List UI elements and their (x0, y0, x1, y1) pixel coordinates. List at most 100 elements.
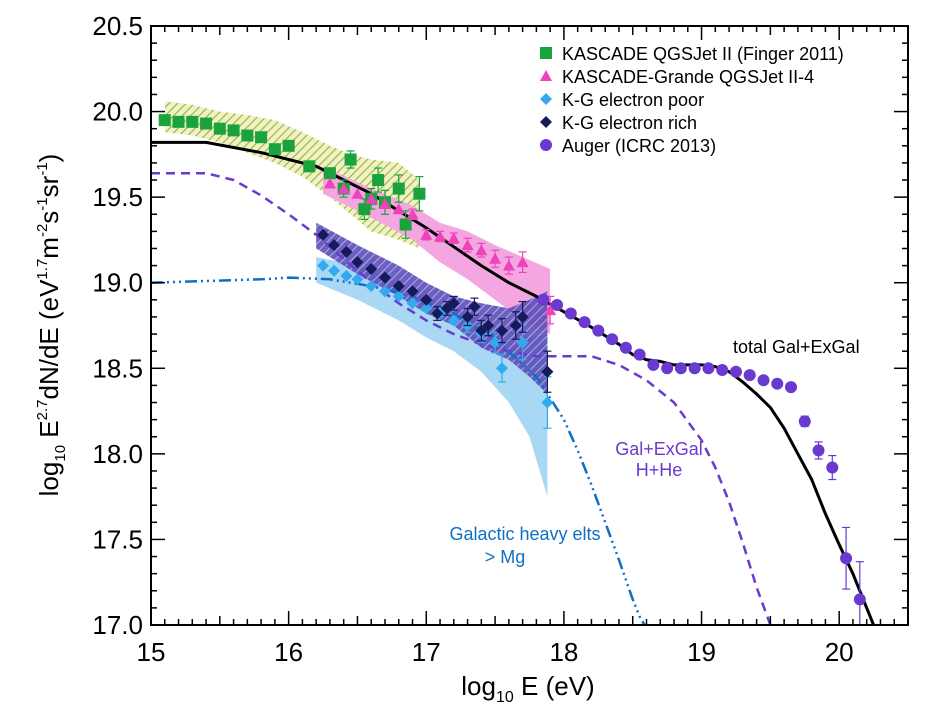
annotation-heavy-line1: Galactic heavy elts (449, 524, 600, 544)
data-point (495, 324, 508, 337)
annotation-heavy-line2: > Mg (485, 547, 526, 567)
y-label-close: ) (34, 154, 64, 163)
x-tick-label: 15 (137, 637, 166, 667)
data-point (468, 300, 481, 313)
data-point (406, 297, 419, 310)
data-point (674, 362, 687, 375)
legend-label: K-G electron rich (562, 113, 697, 133)
data-point (328, 239, 341, 252)
data-point (351, 256, 364, 269)
data-point (757, 374, 770, 387)
y-label-sr: sr (34, 175, 64, 197)
data-point (578, 316, 591, 329)
data-point (268, 143, 281, 156)
data-point (255, 131, 268, 144)
data-point (200, 117, 213, 130)
data-point (420, 302, 433, 315)
data-point (495, 362, 508, 375)
data-point (688, 362, 701, 375)
data-point (702, 362, 715, 375)
data-point (475, 244, 488, 256)
data-point (420, 228, 433, 240)
y-tick-label: 18.0 (92, 439, 143, 469)
legend-label: K-G electron poor (562, 90, 704, 110)
legend-label: Auger (ICRC 2013) (562, 136, 716, 156)
curve-2 (151, 276, 646, 625)
y-label-sup-s: -1 (34, 197, 51, 210)
legend-marker (540, 47, 552, 59)
data-point (812, 444, 825, 457)
data-point (392, 280, 405, 293)
y-label-sub: 10 (52, 445, 69, 462)
data-point (447, 297, 460, 310)
data-point (378, 271, 391, 284)
data-point (337, 182, 350, 194)
data-point (447, 232, 460, 244)
legend-marker (540, 70, 552, 81)
band-0 (164, 101, 420, 249)
data-point (475, 324, 488, 337)
x-label-sub: 10 (496, 689, 514, 706)
x-axis-label: log10 E (eV) (461, 671, 594, 706)
data-point (606, 333, 619, 346)
y-label-sup27: 2.7 (34, 400, 51, 421)
data-point (344, 153, 357, 166)
data-point (516, 256, 529, 268)
y-axis-label: log10 E2.7dN/dE (eV1.7m-2s-1sr-1) (34, 154, 69, 497)
data-point (537, 293, 550, 306)
data-point (447, 314, 460, 327)
data-point (743, 369, 756, 382)
y-tick-label: 18.5 (92, 353, 143, 383)
data-point (840, 552, 853, 565)
data-point (317, 259, 330, 272)
y-tick-label: 20.5 (92, 11, 143, 41)
data-point (440, 302, 453, 315)
data-point (592, 324, 605, 337)
data-point (516, 310, 529, 323)
data-point (502, 259, 515, 271)
y-label-s: s (34, 211, 64, 224)
data-point (317, 228, 330, 241)
data-point (392, 203, 405, 215)
legend: KASCADE QGSJet II (Finger 2011) KASCADE-G… (540, 44, 844, 156)
legend-label: KASCADE QGSJet II (Finger 2011) (562, 44, 844, 64)
y-label-sup-m: -2 (34, 224, 51, 237)
data-point (853, 593, 866, 606)
data-point (489, 336, 502, 349)
data-point (378, 285, 391, 298)
x-label-rest: E (eV) (514, 671, 595, 701)
data-point (544, 304, 557, 316)
data-point (489, 252, 502, 264)
y-tick-label: 17.5 (92, 524, 143, 554)
data-point (461, 310, 474, 323)
axis-ticks: 15 16 17 18 19 20 17.0 17.5 18.0 18.5 19.0 19.5 20.0… (92, 11, 909, 667)
data-point (340, 245, 353, 258)
data-points (158, 114, 866, 625)
data-point (365, 263, 378, 276)
data-point (399, 218, 412, 231)
data-point (413, 187, 426, 200)
data-point (372, 174, 385, 187)
data-point (227, 124, 240, 137)
data-point (282, 139, 295, 152)
data-point (323, 167, 336, 180)
data-point (826, 461, 839, 474)
y-label-e: E (34, 420, 64, 445)
y-label-m: m (34, 237, 64, 259)
data-point (647, 358, 660, 371)
x-tick-label: 17 (412, 637, 441, 667)
x-label-log: log (461, 671, 496, 701)
y-tick-label: 20.0 (92, 97, 143, 127)
y-label-sup-sr: -1 (34, 162, 51, 175)
data-point (186, 115, 199, 128)
data-point (241, 129, 254, 142)
annotation-hhe-line2: H+He (636, 460, 683, 480)
data-point (351, 187, 364, 199)
data-point (551, 298, 564, 311)
legend-label: KASCADE-Grande QGSJet II-4 (562, 67, 814, 87)
data-point (340, 269, 353, 282)
data-point (798, 415, 811, 428)
legend-marker (540, 93, 552, 105)
x-tick-label: 19 (687, 637, 716, 667)
